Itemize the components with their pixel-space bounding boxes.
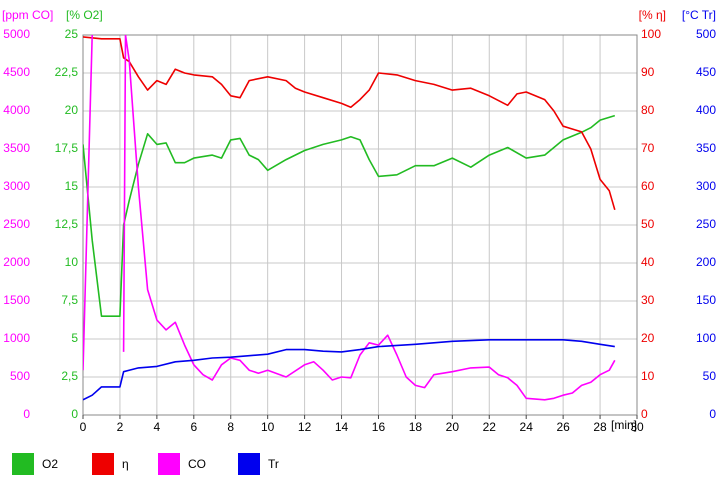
x-tick-label: 14	[335, 420, 349, 434]
legend-label: O2	[42, 457, 58, 471]
y-tick-label: 2000	[3, 255, 30, 269]
y-tick-label: 17,5	[55, 141, 79, 155]
x-tick-label: 24	[520, 420, 534, 434]
y-tick-label: 500	[696, 27, 716, 41]
x-tick-label: 6	[190, 420, 197, 434]
y-tick-label: 500	[10, 369, 30, 383]
y-tick-label: 2,5	[61, 369, 78, 383]
x-tick-label: 4	[154, 420, 161, 434]
y-tick-label: 12,5	[55, 217, 79, 231]
y-tick-label: 400	[696, 103, 716, 117]
legend-swatch	[158, 453, 180, 475]
y-tick-label: 300	[696, 179, 716, 193]
x-tick-label: 20	[446, 420, 460, 434]
y-axis-label: [% η]	[639, 8, 666, 22]
legend-label: Tr	[268, 457, 279, 471]
y-tick-label: 3000	[3, 179, 30, 193]
y-tick-label: 10	[641, 369, 655, 383]
y-tick-label: 20	[641, 331, 655, 345]
y-tick-label: 10	[65, 255, 79, 269]
x-axis-label: [min]	[611, 418, 637, 432]
legend-label: η	[122, 457, 129, 471]
y-tick-label: 200	[696, 255, 716, 269]
y-tick-label: 150	[696, 293, 716, 307]
y-tick-label: 1500	[3, 293, 30, 307]
data-line	[83, 339, 615, 401]
y-tick-label: 0	[23, 407, 30, 421]
y-tick-label: 25	[65, 27, 79, 41]
y-tick-label: 50	[641, 217, 655, 231]
x-tick-label: 2	[117, 420, 124, 434]
y-tick-label: 70	[641, 141, 655, 155]
legend-swatch	[92, 453, 114, 475]
legend-swatch	[238, 453, 260, 475]
y-tick-label: 4000	[3, 103, 30, 117]
y-axis-label: [% O2]	[66, 8, 103, 22]
y-tick-label: 350	[696, 141, 716, 155]
y-tick-label: 15	[65, 179, 79, 193]
plot-border	[82, 34, 638, 416]
y-tick-label: 80	[641, 103, 655, 117]
x-tick-label: 12	[298, 420, 312, 434]
y-tick-label: 100	[696, 331, 716, 345]
y-tick-label: 250	[696, 217, 716, 231]
y-tick-label: 0	[71, 407, 78, 421]
y-axis-label: [°C Tr]	[682, 8, 716, 22]
y-tick-label: 1000	[3, 331, 30, 345]
x-tick-label: 22	[483, 420, 497, 434]
y-tick-label: 50	[703, 369, 717, 383]
y-tick-label: 90	[641, 65, 655, 79]
y-tick-label: 30	[641, 293, 655, 307]
x-tick-label: 26	[556, 420, 570, 434]
y-tick-label: 450	[696, 65, 716, 79]
legend-swatch	[12, 453, 34, 475]
y-tick-label: 100	[641, 27, 661, 41]
y-tick-label: 3500	[3, 141, 30, 155]
legend-label: CO	[188, 457, 206, 471]
y-tick-label: 20	[65, 103, 79, 117]
y-tick-label: 0	[709, 407, 716, 421]
data-line	[83, 36, 616, 211]
y-tick-label: 60	[641, 179, 655, 193]
y-tick-label: 0	[641, 407, 648, 421]
data-line	[83, 114, 616, 317]
x-tick-label: 0	[80, 420, 87, 434]
y-tick-label: 22,5	[55, 65, 79, 79]
y-tick-label: 5000	[3, 27, 30, 41]
y-tick-label: 4500	[3, 65, 30, 79]
x-tick-label: 28	[593, 420, 607, 434]
x-tick-label: 30	[630, 420, 644, 434]
y-tick-label: 40	[641, 255, 655, 269]
x-tick-label: 16	[372, 420, 386, 434]
y-tick-label: 5	[71, 331, 78, 345]
y-axis-label: [ppm CO]	[2, 8, 53, 22]
x-tick-label: 8	[227, 420, 234, 434]
y-tick-label: 2500	[3, 217, 30, 231]
plot-lines	[83, 35, 616, 401]
y-tick-label: 7,5	[61, 293, 78, 307]
data-line	[83, 35, 616, 401]
x-tick-label: 10	[261, 420, 275, 434]
x-tick-label: 18	[409, 420, 423, 434]
